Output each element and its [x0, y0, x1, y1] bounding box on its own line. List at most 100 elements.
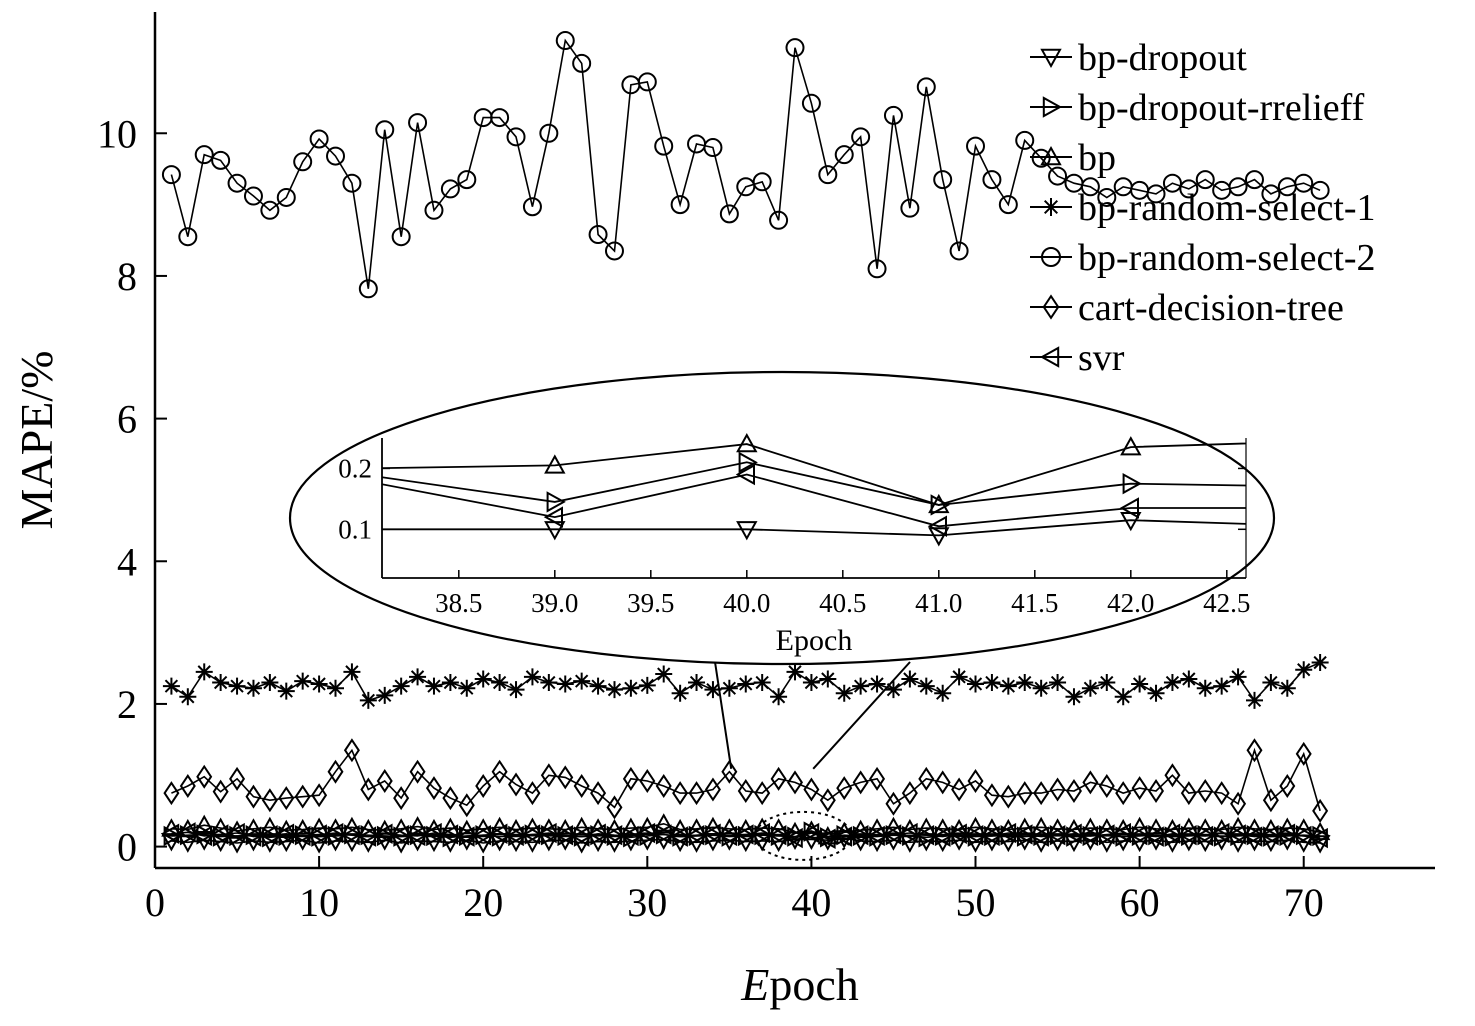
point-svr-36 [735, 824, 754, 845]
legend-item-bp-random-select-1: bp-random-select-1 [1030, 187, 1376, 229]
point-bp-random-select-2-2 [178, 227, 198, 247]
point-bp-52 [998, 818, 1019, 838]
point-bp-random-select-2-25 [555, 31, 575, 51]
point-cart-decision-tree-35 [721, 759, 738, 784]
point-svr-26 [571, 826, 590, 847]
point-svr-51 [981, 825, 1000, 847]
point-bp-random-select-1-46 [901, 670, 919, 688]
legend-item-svr: svr [1030, 337, 1125, 379]
point-cart-decision-tree-41 [819, 788, 836, 813]
point-bp-random-select-2-6 [243, 186, 263, 206]
point-cart-decision-tree-9 [294, 784, 311, 809]
point-cart-decision-tree-14 [376, 768, 393, 793]
point-bp-random-select-1-63 [1180, 670, 1198, 688]
point-bp-random-select-2-3 [194, 145, 214, 165]
point-bp-11 [325, 818, 346, 837]
point-bp-1 [161, 818, 182, 837]
point-svr-19 [456, 826, 475, 847]
x-tick-label-40: 40 [791, 880, 831, 925]
point-bp-random-select-2-40 [801, 93, 821, 113]
point-bp-67 [1244, 818, 1265, 837]
point-bp-random-select-2-39 [785, 38, 805, 58]
point-svr-44 [866, 825, 885, 847]
point-bp-random-select-1-17 [425, 677, 443, 695]
point-svr-50 [964, 824, 984, 846]
point-bp-random-select-1-57 [1081, 679, 1099, 697]
point-svr-32 [669, 826, 688, 847]
legend-item-bp-random-select-2: bp-random-select-2 [1030, 237, 1376, 279]
point-bp-random-select-2-12 [342, 173, 362, 193]
inset-point-bp-40 [736, 433, 758, 453]
point-bp-49 [948, 818, 970, 838]
point-cart-decision-tree-38 [770, 766, 787, 791]
point-cart-decision-tree-10 [311, 783, 328, 808]
legend: bp-dropout bp-dropout-rrelieff bp bp-random… [1030, 37, 1376, 379]
point-svr-56 [1063, 823, 1082, 844]
y-tick-label-4: 4 [117, 539, 137, 584]
point-cart-decision-tree-47 [918, 766, 935, 791]
point-bp-random-select-1-10 [310, 675, 328, 693]
point-cart-decision-tree-29 [622, 766, 639, 791]
point-bp-random-select-2-19 [457, 170, 477, 190]
point-bp-random-select-1-37 [753, 674, 771, 692]
point-bp-random-select-2-57 [1080, 177, 1100, 197]
point-bp-dropout-11 [325, 833, 346, 852]
point-bp-26 [571, 816, 592, 836]
point-bp-random-select-1-27 [589, 677, 607, 695]
point-svr-71 [1309, 827, 1328, 849]
point-svr-41 [817, 828, 836, 849]
point-bp-random-select-1-23 [523, 668, 541, 686]
point-bp-random-select-2-44 [867, 259, 887, 279]
point-svr-69 [1276, 823, 1296, 844]
point-cart-decision-tree-6 [245, 784, 262, 809]
point-bp-random-select-2-30 [637, 72, 657, 92]
point-cart-decision-tree-27 [590, 781, 607, 806]
point-bp-random-select-2-46 [900, 198, 920, 218]
point-bp-random-select-2-10 [309, 129, 329, 149]
x-tick-label-30: 30 [627, 880, 667, 925]
point-cart-decision-tree-34 [704, 777, 721, 802]
point-cart-decision-tree-56 [1065, 778, 1082, 803]
point-bp-random-select-1-25 [556, 675, 574, 693]
y-tick-label-6: 6 [117, 397, 137, 442]
point-bp-random-select-2-31 [654, 136, 674, 156]
point-bp-random-select-1-31 [655, 665, 673, 683]
point-bp-random-select-1-49 [950, 668, 968, 686]
point-svr-21 [489, 823, 508, 844]
point-cart-decision-tree-57 [1082, 770, 1099, 795]
point-bp-random-select-1-64 [1196, 679, 1214, 697]
point-svr-54 [1030, 826, 1049, 847]
point-bp-random-select-1-2 [179, 688, 197, 706]
point-cart-decision-tree-52 [1000, 784, 1017, 809]
point-bp-random-select-1-62 [1163, 674, 1181, 692]
point-bp-random-select-1-51 [983, 674, 1001, 692]
y-tick-label-8: 8 [117, 254, 137, 299]
point-bp-random-select-2-49 [949, 241, 969, 261]
point-bp-14 [374, 819, 395, 838]
point-bp-random-select-2-37 [752, 172, 772, 192]
point-svr-66 [1227, 824, 1246, 845]
inset-line-bp [382, 442, 1246, 506]
point-svr-58 [1096, 824, 1115, 845]
x-tick-label-10: 10 [299, 880, 339, 925]
point-cart-decision-tree-30 [639, 768, 656, 793]
point-bp-random-select-2-13 [358, 279, 378, 299]
point-bp-50 [965, 816, 986, 836]
inset-point-bp-dropout-40 [736, 521, 758, 541]
point-bp-random-select-2-8 [276, 187, 296, 207]
point-bp-42 [834, 821, 855, 841]
point-bp-dropout-25 [555, 832, 576, 851]
legend-label-cart-decision-tree: cart-decision-tree [1078, 287, 1344, 329]
point-bp-random-select-2-4 [211, 150, 231, 170]
legend-label-bp-dropout-rrelieff: bp-dropout-rrelieff [1078, 87, 1365, 129]
point-bp-dropout-rrelieff-21 [491, 826, 511, 847]
point-cart-decision-tree-3 [196, 764, 213, 789]
point-svr-46 [899, 822, 918, 844]
point-cart-decision-tree-32 [672, 781, 689, 806]
point-svr-38 [768, 824, 787, 846]
point-bp-random-select-2-47 [916, 77, 936, 97]
point-svr-47 [915, 824, 935, 846]
point-cart-decision-tree-11 [327, 759, 344, 784]
point-svr-9 [292, 825, 311, 847]
x-tick-label-20: 20 [463, 880, 503, 925]
